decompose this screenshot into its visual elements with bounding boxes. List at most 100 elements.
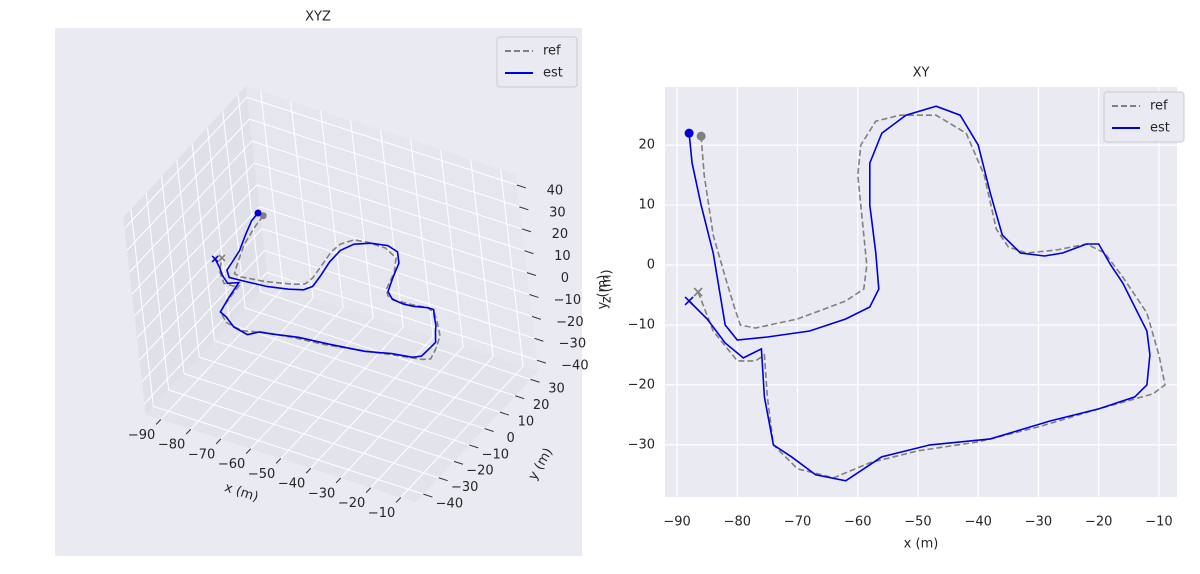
z-tick-label: −30 <box>559 337 586 352</box>
tick-mark <box>515 395 525 400</box>
start-marker <box>254 209 262 217</box>
legend-box <box>496 36 578 88</box>
y-tick-label: −10 <box>482 447 509 462</box>
y-tick-label: −30 <box>628 437 655 452</box>
start-marker <box>684 128 694 138</box>
grid-line <box>168 389 439 479</box>
y-tick-label: 0 <box>647 258 655 273</box>
grid-line <box>183 373 455 462</box>
grid-line <box>124 96 248 229</box>
grid-line <box>370 356 494 489</box>
z-tick-label: 40 <box>547 183 564 198</box>
grid-line <box>136 206 260 339</box>
grid-line <box>126 118 250 251</box>
z-tick-label: 30 <box>549 205 566 220</box>
y-tick-label: 30 <box>548 382 565 397</box>
grid-line <box>246 96 518 186</box>
grid-line <box>153 405 424 495</box>
z-tick-label: 10 <box>554 249 571 264</box>
grid-line <box>264 250 535 339</box>
x-tick-label: −10 <box>368 506 395 521</box>
tick-mark <box>529 294 539 298</box>
trajectory <box>214 212 437 359</box>
grid-line <box>280 326 404 459</box>
legend-label: ref <box>1150 99 1168 114</box>
x-tick-label: −20 <box>1085 515 1112 530</box>
x-tick-label: −60 <box>218 457 245 472</box>
x-tick-label: −60 <box>844 515 871 530</box>
y-tick-label: −30 <box>451 480 478 495</box>
legend-label: est <box>543 66 563 81</box>
grid-line <box>220 307 344 440</box>
tick-mark <box>305 467 312 474</box>
tick-mark <box>526 272 537 277</box>
x-tick-label: −30 <box>1025 515 1052 530</box>
grid-line <box>134 184 258 317</box>
x-tick-label: −80 <box>158 438 185 453</box>
tick-mark <box>395 497 402 503</box>
y-tick-label: 10 <box>518 415 535 430</box>
z-tick-label: 0 <box>561 271 569 286</box>
tick-mark <box>531 315 542 320</box>
tick-mark <box>524 250 534 255</box>
tick-mark <box>335 477 342 484</box>
x-tick-label: −90 <box>128 428 155 443</box>
y-tick-label: −10 <box>628 317 655 332</box>
x-tick-label: −10 <box>1145 515 1172 530</box>
grid-line <box>249 118 520 208</box>
tick-mark <box>469 444 479 449</box>
chart-title: XYZ <box>305 10 331 25</box>
y-tick-label: −20 <box>628 377 655 392</box>
end-marker <box>684 296 694 306</box>
grid-line <box>229 323 501 413</box>
x-tick-label: −20 <box>338 496 365 511</box>
end-marker <box>211 255 219 263</box>
y-tick-label: 20 <box>533 398 550 413</box>
y-axis-label: y (m) <box>596 275 611 310</box>
x-tick-label: −50 <box>904 515 931 530</box>
z-axis-label: z (m) <box>599 269 614 303</box>
x-axis-label: x (m) <box>904 537 939 552</box>
tick-mark <box>499 411 510 416</box>
grid-line <box>141 250 265 383</box>
chart-title: XY <box>913 66 930 81</box>
grid-line <box>131 162 255 295</box>
tick-mark <box>155 419 162 425</box>
tick-mark <box>365 487 372 493</box>
grid-line <box>250 317 374 450</box>
grid-line <box>251 140 523 230</box>
trajectory <box>688 105 1151 482</box>
y-tick-label: 0 <box>506 431 514 446</box>
y-tick-label: 20 <box>638 138 655 153</box>
x-tick-label: −70 <box>188 447 215 462</box>
grid-line <box>260 291 531 380</box>
grid-line <box>340 346 464 479</box>
tick-mark <box>215 438 222 445</box>
tick-mark <box>516 184 527 189</box>
grid-line <box>190 297 314 430</box>
tick-mark <box>536 359 547 364</box>
grid-line <box>256 184 528 274</box>
x-tick-label: −50 <box>248 467 275 482</box>
tick-mark <box>438 477 448 482</box>
trajectory <box>218 215 441 361</box>
x-tick-label: −90 <box>663 515 690 530</box>
tick-mark <box>185 428 192 435</box>
tick-mark <box>534 337 544 342</box>
end-marker <box>693 287 703 297</box>
legend-label: est <box>1150 121 1170 136</box>
grid-line <box>254 162 525 252</box>
grid-line <box>400 365 524 498</box>
z-tick-label: 20 <box>552 227 569 242</box>
grid-line <box>310 336 434 469</box>
y-tick-label: −20 <box>466 464 493 479</box>
tick-mark <box>519 206 529 211</box>
plot-area <box>665 87 1177 497</box>
x-tick-label: −30 <box>308 486 335 501</box>
tick-mark <box>275 458 282 464</box>
grid-line <box>214 340 485 430</box>
start-marker <box>696 131 706 141</box>
x-tick-label: −70 <box>784 515 811 530</box>
z-tick-label: −20 <box>556 315 583 330</box>
grid-line <box>129 140 253 273</box>
